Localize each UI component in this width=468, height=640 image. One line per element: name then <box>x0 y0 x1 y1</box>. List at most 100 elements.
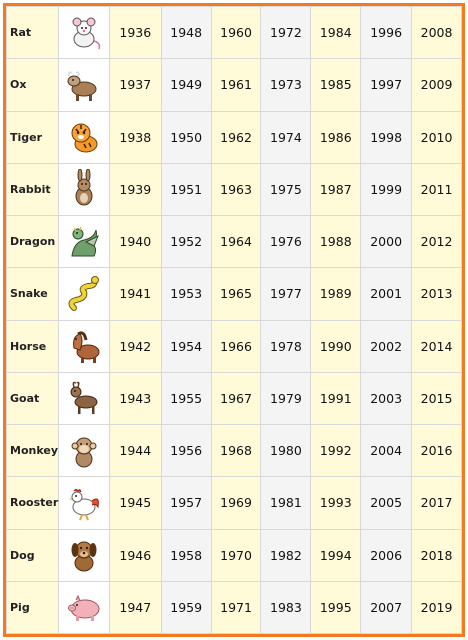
animal-name: Dog <box>6 528 59 582</box>
year-cell: 1946 <box>108 528 162 582</box>
year-cell: 2015 <box>411 371 462 426</box>
year-cell: 1983 <box>260 580 312 635</box>
animal-name: Monkey <box>6 423 59 478</box>
year-cell: 2017 <box>411 476 462 530</box>
zodiac-row-monkey: Monkey 1944 1956 1968 1980 1992 2004 2016 <box>6 423 462 478</box>
year-cell: 1992 <box>310 423 362 478</box>
year-cell: 1993 <box>310 476 362 530</box>
year-cell: 1957 <box>160 476 212 530</box>
year-cell: 1970 <box>210 528 262 582</box>
ox-icon <box>57 58 110 112</box>
zodiac-row-tiger: Tiger 1938 1950 1962 1974 1986 1998 2010 <box>6 110 462 164</box>
year-cell: 1938 <box>108 110 162 164</box>
year-cell: 1994 <box>310 528 362 582</box>
zodiac-years-table: Rat 1936 1948 1960 1972 1984 1996 2008 Ox 1937 194… <box>6 5 462 635</box>
year-cell: 1936 <box>108 5 162 60</box>
year-cell: 1948 <box>160 5 212 60</box>
year-cell: 1990 <box>310 319 362 373</box>
animal-name: Rabbit <box>6 162 59 217</box>
year-cell: 1962 <box>210 110 262 164</box>
year-cell: 1941 <box>108 267 162 321</box>
year-cell: 1976 <box>260 214 312 269</box>
zodiac-row-ox: Ox 1937 1949 1961 1973 1985 1997 2009 <box>6 58 462 112</box>
zodiac-row-rabbit: Rabbit 1939 1951 1963 1975 1987 1999 2011 <box>6 162 462 217</box>
year-cell: 2010 <box>411 110 462 164</box>
year-cell: 2004 <box>360 423 413 478</box>
year-cell: 2009 <box>411 58 462 112</box>
zodiac-chart-frame: Rat 1936 1948 1960 1972 1984 1996 2008 Ox 1937 194… <box>3 3 465 637</box>
zodiac-row-snake: Snake 1941 1953 1965 1977 1989 2001 2013 <box>6 267 462 321</box>
year-cell: 2005 <box>360 476 413 530</box>
year-cell: 1954 <box>160 319 212 373</box>
zodiac-row-goat: Goat 1943 1955 1967 1979 1991 2003 2015 <box>6 371 462 426</box>
year-cell: 1996 <box>360 5 413 60</box>
year-cell: 1951 <box>160 162 212 217</box>
year-cell: 1984 <box>310 5 362 60</box>
year-cell: 1959 <box>160 580 212 635</box>
year-cell: 2007 <box>360 580 413 635</box>
year-cell: 1958 <box>160 528 212 582</box>
rat-icon <box>57 5 110 60</box>
animal-name: Tiger <box>6 110 59 164</box>
year-cell: 1953 <box>160 267 212 321</box>
year-cell: 1960 <box>210 5 262 60</box>
zodiac-row-dog: Dog 1946 1958 1970 1982 1994 2006 2018 <box>6 528 462 582</box>
year-cell: 1956 <box>160 423 212 478</box>
animal-name: Goat <box>6 371 59 426</box>
year-cell: 1945 <box>108 476 162 530</box>
year-cell: 1989 <box>310 267 362 321</box>
year-cell: 2006 <box>360 528 413 582</box>
year-cell: 1967 <box>210 371 262 426</box>
year-cell: 1986 <box>310 110 362 164</box>
year-cell: 1975 <box>260 162 312 217</box>
year-cell: 2012 <box>411 214 462 269</box>
year-cell: 1955 <box>160 371 212 426</box>
year-cell: 1982 <box>260 528 312 582</box>
zodiac-row-horse: Horse 1942 1954 1966 1978 1990 2002 2014 <box>6 319 462 373</box>
year-cell: 1977 <box>260 267 312 321</box>
animal-name: Rooster <box>6 476 59 530</box>
rabbit-icon <box>57 162 110 217</box>
dog-icon <box>57 528 110 582</box>
year-cell: 2013 <box>411 267 462 321</box>
year-cell: 1965 <box>210 267 262 321</box>
year-cell: 1937 <box>108 58 162 112</box>
year-cell: 1995 <box>310 580 362 635</box>
year-cell: 1971 <box>210 580 262 635</box>
dragon-icon <box>57 214 110 269</box>
year-cell: 1942 <box>108 319 162 373</box>
year-cell: 1974 <box>260 110 312 164</box>
year-cell: 1988 <box>310 214 362 269</box>
year-cell: 1947 <box>108 580 162 635</box>
year-cell: 1961 <box>210 58 262 112</box>
year-cell: 2000 <box>360 214 413 269</box>
year-cell: 1999 <box>360 162 413 217</box>
year-cell: 1998 <box>360 110 413 164</box>
year-cell: 1966 <box>210 319 262 373</box>
year-cell: 1973 <box>260 58 312 112</box>
pig-icon <box>57 580 110 635</box>
rooster-icon <box>57 476 110 530</box>
year-cell: 1987 <box>310 162 362 217</box>
year-cell: 1978 <box>260 319 312 373</box>
year-cell: 1944 <box>108 423 162 478</box>
zodiac-row-dragon: Dragon 1940 1952 1964 1976 1988 2000 2012 <box>6 214 462 269</box>
zodiac-row-pig: Pig 1947 1959 1971 1983 1995 2007 2019 <box>6 580 462 635</box>
year-cell: 2016 <box>411 423 462 478</box>
year-cell: 1980 <box>260 423 312 478</box>
animal-name: Rat <box>6 5 59 60</box>
year-cell: 1939 <box>108 162 162 217</box>
year-cell: 2019 <box>411 580 462 635</box>
year-cell: 1981 <box>260 476 312 530</box>
monkey-icon <box>57 423 110 478</box>
year-cell: 2008 <box>411 5 462 60</box>
year-cell: 1943 <box>108 371 162 426</box>
goat-icon <box>57 371 110 426</box>
year-cell: 2002 <box>360 319 413 373</box>
animal-name: Pig <box>6 580 59 635</box>
year-cell: 1952 <box>160 214 212 269</box>
animal-name: Ox <box>6 58 59 112</box>
year-cell: 2011 <box>411 162 462 217</box>
year-cell: 1940 <box>108 214 162 269</box>
year-cell: 1949 <box>160 58 212 112</box>
